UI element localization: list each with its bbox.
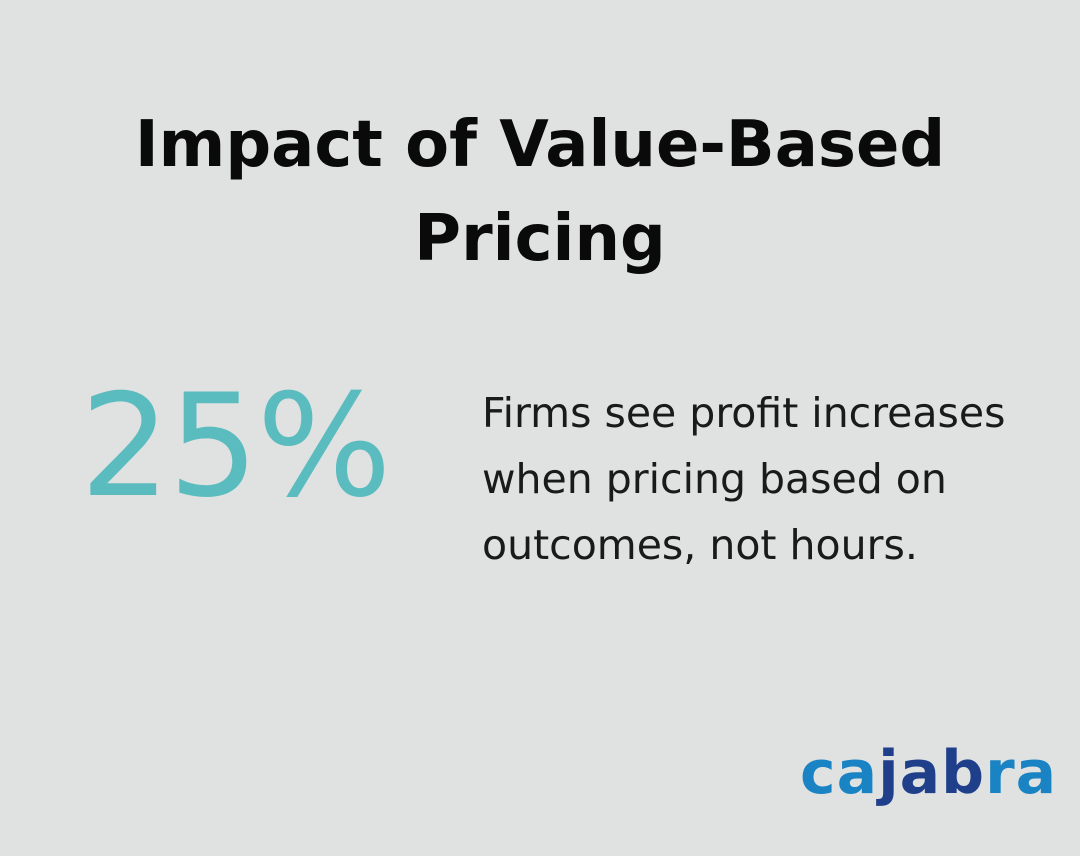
logo-part-3: ra	[985, 738, 1058, 808]
stat-value: 25%	[80, 364, 392, 529]
logo-part-2: jab	[878, 738, 986, 808]
logo-part-1: ca	[800, 738, 879, 808]
stat-description: Firms see profit increases when pricing …	[482, 389, 1006, 569]
brand-logo: cajabra	[800, 738, 1057, 808]
page-title: Impact of Value-Based Pricing	[134, 108, 946, 276]
